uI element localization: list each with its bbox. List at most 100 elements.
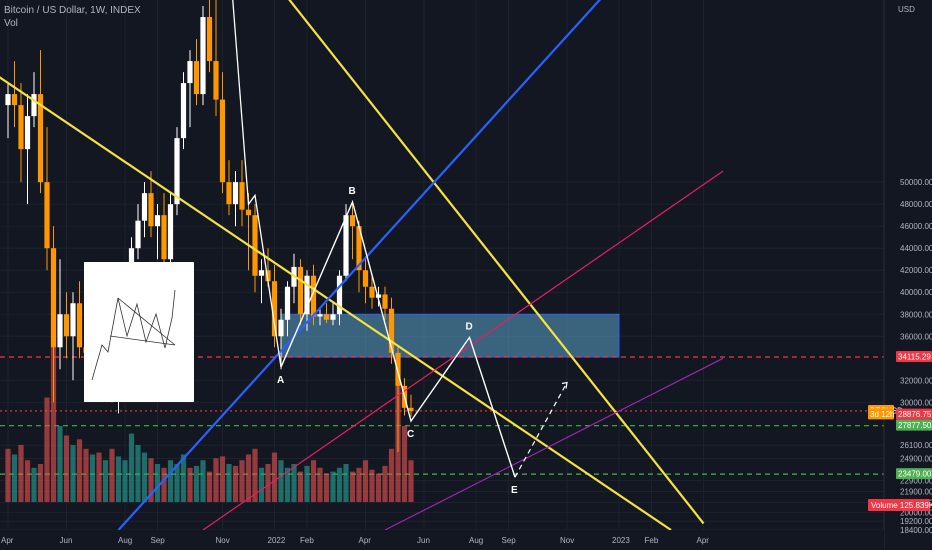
candle-body — [148, 193, 154, 227]
candle-body — [31, 94, 37, 117]
volume-bar — [115, 456, 122, 502]
point-B: B — [349, 186, 356, 197]
candle-body — [278, 319, 284, 337]
supply-demand-zone[interactable] — [280, 313, 620, 358]
projection-line — [514, 382, 568, 478]
candle-body — [284, 286, 291, 320]
volume-bar — [167, 460, 174, 502]
abcde-pattern[interactable]: A B C D E — [229, 0, 568, 496]
volume-bar — [232, 465, 239, 502]
price-23479-badge — [896, 468, 932, 480]
candle-body — [232, 182, 239, 205]
volume-bar — [109, 448, 115, 502]
candle-body — [180, 83, 187, 139]
volume-bar — [336, 467, 343, 502]
volume-bar — [76, 439, 83, 502]
volume-bar — [317, 467, 323, 502]
trendline-yellow-resistance — [288, 0, 705, 525]
candle-body — [362, 270, 369, 287]
x-tick: Aug — [469, 536, 483, 545]
y-tick: 46000.00 — [900, 222, 932, 231]
pattern-inset — [84, 262, 194, 402]
candle-body — [265, 270, 271, 282]
volume-bar — [297, 471, 304, 502]
volume-bar — [330, 471, 336, 502]
trendlines[interactable] — [0, 0, 724, 531]
candle-body — [323, 314, 330, 320]
volume-bar — [193, 465, 200, 502]
volume-bar — [128, 433, 135, 502]
inset-upper-line — [117, 297, 176, 346]
y-tick: 26100.00 — [900, 441, 932, 450]
volume-bar — [148, 458, 154, 502]
volume-bar — [154, 464, 161, 502]
x-tick: Feb — [645, 536, 659, 545]
volume-bar — [5, 448, 11, 502]
candle-body — [57, 314, 63, 348]
volume-bar — [161, 467, 167, 502]
y-tick: 30000.00 — [900, 398, 932, 407]
pattern-path — [280, 199, 516, 478]
volume-bar — [31, 467, 37, 502]
trendline-purple-channel — [384, 357, 724, 531]
candle-body — [44, 182, 50, 249]
volume-bar — [245, 454, 252, 502]
x-tick: 2022 — [268, 536, 286, 545]
candle-body — [271, 281, 278, 337]
volume-bar — [180, 454, 187, 502]
candle-body — [349, 215, 356, 227]
candle-body — [382, 294, 388, 309]
y-tick: 24900.00 — [900, 454, 932, 463]
candle-body — [76, 303, 83, 348]
candle-body — [395, 352, 401, 386]
y-tick: 22900.00 — [900, 476, 932, 485]
volume-bar — [200, 460, 206, 502]
y-tick: 42000.00 — [900, 266, 932, 275]
volume-bar — [11, 454, 18, 502]
candle-body — [37, 94, 44, 183]
volume-legend-label[interactable]: Vol — [4, 18, 18, 29]
volume-bar — [141, 452, 148, 502]
time-axis-panel[interactable] — [0, 530, 884, 550]
volume-bar — [174, 464, 180, 502]
volume-bar — [89, 454, 96, 502]
y-tick: 44000.00 — [900, 244, 932, 253]
candle-body — [11, 94, 18, 106]
volume-bar — [304, 465, 310, 502]
price-badges: BTCUSD3d 12h34115.2928876.7527877.502347… — [868, 351, 932, 511]
volume-bar — [349, 471, 356, 502]
trendline-yellow-support — [0, 76, 672, 531]
symbol-title[interactable]: Bitcoin / US Dollar, 1W, INDEX — [4, 5, 141, 16]
candle-body — [174, 138, 180, 205]
volume-bar — [122, 460, 128, 502]
volume-bar — [57, 426, 63, 502]
volume-bar — [187, 467, 193, 502]
hline-34115-text: 34115.29 — [898, 353, 931, 362]
volume-bar — [219, 456, 226, 502]
candle-body — [375, 294, 382, 298]
candle-body — [193, 61, 200, 95]
chart-legend: Bitcoin / US Dollar, 1W, INDEX Vol — [4, 4, 141, 30]
x-tick: Jun — [60, 536, 73, 545]
volume-bar — [258, 467, 265, 502]
point-A: A — [277, 375, 284, 386]
volume-bar — [343, 464, 349, 502]
y-tick: 48000.00 — [900, 200, 932, 209]
candle-body — [408, 407, 414, 412]
volume-bar — [44, 397, 50, 502]
candle-body — [213, 61, 219, 100]
x-tick: Apr — [1, 536, 14, 545]
candle-body — [50, 248, 57, 348]
candle-body — [252, 215, 258, 276]
volume-badge — [868, 499, 930, 511]
x-tick: Nov — [216, 536, 230, 545]
volume-bar — [382, 465, 388, 502]
candle-body — [258, 270, 265, 276]
x-tick: Nov — [560, 536, 574, 545]
x-tick: Jun — [417, 536, 430, 545]
point-D: D — [466, 321, 473, 332]
inset-box — [84, 262, 194, 402]
price-axis-panel[interactable] — [884, 0, 932, 550]
candle-body — [304, 275, 310, 315]
